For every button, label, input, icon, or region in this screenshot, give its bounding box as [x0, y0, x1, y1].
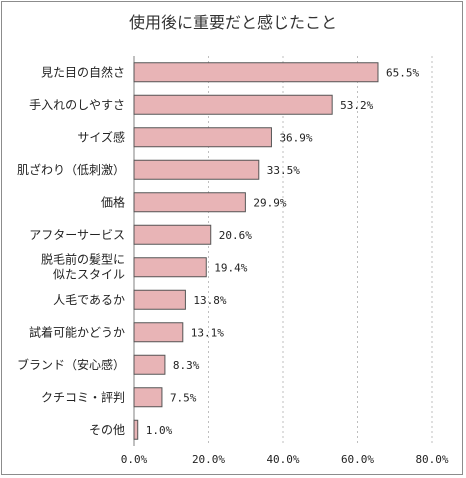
- value-label: 13.1%: [191, 326, 224, 339]
- category-label: ブランド（安心感）: [17, 357, 125, 372]
- bar: [133, 127, 272, 148]
- x-tick-label: 20.0%: [192, 453, 225, 466]
- bar: [133, 419, 139, 440]
- value-label: 8.3%: [173, 359, 200, 372]
- value-label: 36.9%: [279, 131, 312, 144]
- bar: [133, 192, 246, 213]
- value-label: 20.6%: [219, 229, 252, 242]
- category-label: 見た目の自然さ: [41, 64, 125, 79]
- category-label: アフターサービス: [29, 228, 125, 242]
- category-label: 手入れのしやすさ: [29, 98, 125, 112]
- x-tick-label: 40.0%: [266, 453, 299, 466]
- value-label: 53.2%: [340, 99, 373, 112]
- category-label: サイズ感: [77, 129, 125, 144]
- bar: [133, 224, 212, 245]
- value-label: 65.5%: [386, 66, 419, 79]
- value-label: 29.9%: [253, 196, 286, 209]
- value-label: 19.4%: [214, 261, 247, 274]
- category-label: 試着可能かどうか: [29, 324, 125, 339]
- value-label: 13.8%: [193, 294, 226, 307]
- bar: [133, 94, 333, 115]
- category-label: 脱毛前の髪型に似たスタイル: [41, 251, 125, 281]
- chart-title: 使用後に重要だと感じたこと: [128, 13, 337, 32]
- bar: [133, 62, 379, 83]
- bar: [133, 354, 166, 375]
- value-label: 7.5%: [170, 391, 197, 404]
- x-tick-label: 0.0%: [121, 453, 148, 466]
- category-label: 価格: [101, 194, 125, 209]
- x-tick-label: 60.0%: [341, 453, 374, 466]
- bar: [133, 387, 163, 408]
- value-label: 1.0%: [146, 424, 173, 437]
- bar: [133, 257, 207, 278]
- bar: [133, 289, 186, 310]
- bar: [133, 322, 184, 343]
- category-label: 人毛であるか: [53, 293, 125, 307]
- category-label: その他: [89, 423, 125, 437]
- value-label: 33.5%: [267, 164, 300, 177]
- category-label: 肌ざわり（低刺激）: [17, 162, 125, 177]
- x-tick-label: 80.0%: [415, 453, 448, 466]
- bar: [133, 159, 260, 180]
- category-label: クチコミ・評判: [41, 389, 125, 404]
